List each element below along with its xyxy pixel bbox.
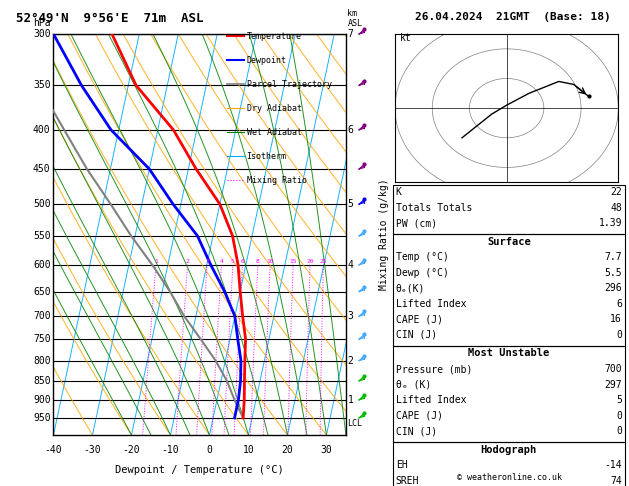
Text: 0: 0 <box>206 445 213 455</box>
Text: 5: 5 <box>347 199 353 209</box>
Text: 4: 4 <box>347 260 353 270</box>
Text: θₑ (K): θₑ (K) <box>396 380 431 390</box>
Text: 5: 5 <box>231 259 235 263</box>
Text: kt: kt <box>399 34 411 43</box>
Text: LCL: LCL <box>347 418 362 428</box>
Text: 950: 950 <box>33 413 50 423</box>
Text: 0: 0 <box>616 426 622 436</box>
Text: 750: 750 <box>33 334 50 344</box>
Text: 2: 2 <box>347 356 353 365</box>
Text: 25: 25 <box>320 259 327 263</box>
Text: 16: 16 <box>610 314 622 325</box>
Text: 4: 4 <box>220 259 223 263</box>
Text: Temp (°C): Temp (°C) <box>396 252 448 262</box>
Text: CAPE (J): CAPE (J) <box>396 314 443 325</box>
Text: 52°49'N  9°56'E  71m  ASL: 52°49'N 9°56'E 71m ASL <box>16 12 204 25</box>
Text: 400: 400 <box>33 125 50 135</box>
Text: 650: 650 <box>33 287 50 296</box>
Text: 7.7: 7.7 <box>604 252 622 262</box>
Text: 450: 450 <box>33 164 50 174</box>
Text: Pressure (mb): Pressure (mb) <box>396 364 472 374</box>
Text: 30: 30 <box>321 445 332 455</box>
Text: Wet Adiabat: Wet Adiabat <box>247 128 301 137</box>
Text: -20: -20 <box>123 445 140 455</box>
Text: SREH: SREH <box>396 476 419 486</box>
Text: hPa: hPa <box>33 18 50 28</box>
Text: CIN (J): CIN (J) <box>396 330 437 340</box>
Text: Temperature: Temperature <box>247 32 301 40</box>
Text: Dewpoint: Dewpoint <box>247 55 286 65</box>
Text: 48: 48 <box>610 203 622 213</box>
Text: 10: 10 <box>243 445 254 455</box>
Text: 1: 1 <box>154 259 158 263</box>
Text: 700: 700 <box>604 364 622 374</box>
Text: 22: 22 <box>610 187 622 197</box>
Text: Surface: Surface <box>487 237 531 247</box>
Text: 20: 20 <box>306 259 314 263</box>
Text: 3: 3 <box>205 259 209 263</box>
Text: 300: 300 <box>33 29 50 39</box>
Text: 850: 850 <box>33 376 50 386</box>
Text: © weatheronline.co.uk: © weatheronline.co.uk <box>457 473 562 482</box>
Text: 900: 900 <box>33 395 50 405</box>
Text: 0: 0 <box>616 411 622 421</box>
Text: CAPE (J): CAPE (J) <box>396 411 443 421</box>
Text: 2: 2 <box>186 259 189 263</box>
Text: Dewpoint / Temperature (°C): Dewpoint / Temperature (°C) <box>115 465 284 475</box>
Text: km
ASL: km ASL <box>347 9 362 28</box>
Text: 350: 350 <box>33 80 50 90</box>
Text: 700: 700 <box>33 311 50 321</box>
Text: Lifted Index: Lifted Index <box>396 299 466 309</box>
Text: 500: 500 <box>33 199 50 209</box>
Text: -10: -10 <box>162 445 179 455</box>
Text: Parcel Trajectory: Parcel Trajectory <box>247 80 331 88</box>
Text: 10: 10 <box>266 259 274 263</box>
Text: Dry Adiabat: Dry Adiabat <box>247 104 301 113</box>
Text: Most Unstable: Most Unstable <box>468 348 550 359</box>
Text: 297: 297 <box>604 380 622 390</box>
Text: Hodograph: Hodograph <box>481 445 537 455</box>
Text: 6: 6 <box>616 299 622 309</box>
Text: Totals Totals: Totals Totals <box>396 203 472 213</box>
Text: 74: 74 <box>610 476 622 486</box>
Text: Isotherm: Isotherm <box>247 152 286 161</box>
Text: 0: 0 <box>616 330 622 340</box>
Text: θₑ(K): θₑ(K) <box>396 283 425 294</box>
Text: Dewp (°C): Dewp (°C) <box>396 268 448 278</box>
Text: 1.39: 1.39 <box>599 218 622 228</box>
Text: 3: 3 <box>347 311 353 321</box>
Text: Mixing Ratio: Mixing Ratio <box>247 176 306 185</box>
Text: 800: 800 <box>33 356 50 365</box>
Text: 20: 20 <box>282 445 293 455</box>
Text: 550: 550 <box>33 231 50 241</box>
Text: 600: 600 <box>33 260 50 270</box>
Text: 6: 6 <box>240 259 244 263</box>
Text: Mixing Ratio (g/kg): Mixing Ratio (g/kg) <box>379 179 389 290</box>
Text: -40: -40 <box>45 445 62 455</box>
Text: -30: -30 <box>84 445 101 455</box>
Text: 26.04.2024  21GMT  (Base: 18): 26.04.2024 21GMT (Base: 18) <box>415 12 611 22</box>
Text: PW (cm): PW (cm) <box>396 218 437 228</box>
Text: Lifted Index: Lifted Index <box>396 395 466 405</box>
Text: K: K <box>396 187 401 197</box>
Text: 5.5: 5.5 <box>604 268 622 278</box>
Text: -14: -14 <box>604 460 622 470</box>
Text: EH: EH <box>396 460 408 470</box>
Text: 296: 296 <box>604 283 622 294</box>
Text: 8: 8 <box>256 259 260 263</box>
Text: 5: 5 <box>616 395 622 405</box>
Text: 15: 15 <box>289 259 297 263</box>
Text: CIN (J): CIN (J) <box>396 426 437 436</box>
Text: 1: 1 <box>347 395 353 405</box>
Text: 7: 7 <box>347 29 353 39</box>
Text: 6: 6 <box>347 125 353 135</box>
